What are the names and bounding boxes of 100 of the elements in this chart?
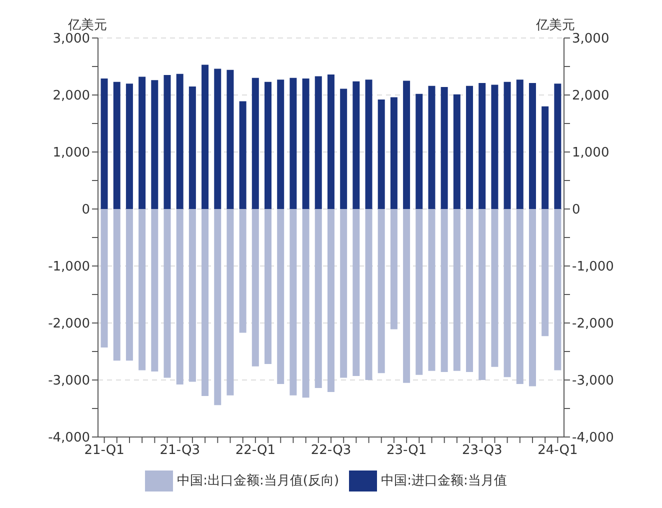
y2-tick-label: -4,000: [572, 430, 614, 446]
bar: [365, 209, 372, 380]
bar: [403, 80, 410, 209]
bar: [100, 78, 108, 209]
y-tick-label: 2,000: [52, 88, 90, 104]
bar: [226, 70, 234, 209]
x-tick-label: 22-Q3: [310, 443, 352, 458]
bar: [314, 76, 322, 209]
bar: [164, 209, 171, 378]
x-tick-label: 23-Q1: [386, 443, 427, 458]
bar: [416, 94, 423, 209]
y2-tick-label: 0: [572, 202, 580, 218]
y-axis-title: 亿美元: [68, 17, 107, 33]
bar: [277, 80, 284, 209]
y2-tick-label: 1,000: [572, 146, 610, 161]
bar: [478, 83, 486, 209]
bar: [302, 209, 310, 398]
bar: [239, 101, 246, 209]
bar: [491, 84, 498, 209]
y-tick-label: -3,000: [48, 374, 90, 389]
bar: [100, 209, 108, 348]
bar: [440, 87, 448, 209]
bar: [428, 209, 436, 371]
bar: [504, 209, 511, 378]
bar: [277, 209, 284, 384]
bar: [214, 209, 222, 406]
bar: [340, 209, 348, 378]
bar: [202, 64, 209, 209]
bar: [528, 209, 536, 386]
bar: [478, 209, 486, 380]
bar: [188, 86, 196, 209]
x-tick-label: 21-Q1: [84, 443, 124, 458]
bar: [252, 78, 259, 209]
x-tick-label: 23-Q3: [462, 443, 502, 458]
bar: [138, 209, 146, 370]
bar: [440, 209, 448, 372]
bar: [264, 209, 272, 364]
bar: [126, 209, 133, 361]
y2-tick-label: 3,000: [572, 32, 610, 47]
bar: [428, 86, 436, 209]
bar: [113, 209, 120, 361]
y2-axis-title: 亿美元: [536, 17, 575, 33]
bar: [151, 80, 158, 209]
bar: [290, 209, 297, 396]
bar: [528, 83, 536, 209]
bar: [352, 81, 360, 209]
bar: [314, 209, 322, 388]
bar: [516, 80, 524, 209]
bar: [554, 209, 562, 370]
bar: [340, 88, 348, 209]
bar: [164, 75, 171, 209]
bar: [542, 209, 549, 336]
bar: [504, 82, 511, 209]
bar: [466, 209, 474, 372]
bar: [403, 209, 410, 383]
bar: [327, 209, 334, 392]
bar: [151, 209, 158, 372]
bar: [378, 100, 385, 209]
bar: [390, 97, 398, 209]
bar: [176, 74, 184, 209]
y-tick-label: 1,000: [52, 146, 90, 161]
bar: [352, 209, 360, 376]
bar: [239, 209, 246, 333]
x-tick-label: 21-Q3: [160, 443, 200, 458]
y2-tick-label: 2,000: [572, 88, 610, 104]
bar: [453, 209, 460, 371]
bar: [188, 209, 196, 382]
bar: [327, 74, 334, 209]
y2-tick-label: -2,000: [572, 316, 614, 332]
bar: [365, 80, 372, 209]
x-tick-label: 24-Q1: [538, 443, 578, 458]
bar: [416, 209, 423, 375]
bar: [554, 84, 562, 209]
bar: [176, 209, 184, 385]
bar: [214, 68, 222, 209]
bar: [378, 209, 385, 374]
bar: [542, 106, 549, 209]
y-tick-label: 3,000: [52, 32, 90, 47]
bar: [491, 209, 498, 367]
y-tick-label: 0: [82, 202, 90, 218]
bar: [516, 209, 524, 384]
bar: [390, 209, 398, 330]
bar: [202, 209, 209, 396]
bar: [113, 82, 120, 209]
y-tick-label: -2,000: [48, 316, 90, 332]
bar: [466, 86, 474, 209]
y2-tick-label: -3,000: [572, 374, 614, 389]
y-tick-label: -4,000: [48, 430, 90, 446]
bar: [453, 94, 460, 209]
bar: [252, 209, 259, 366]
bar: [226, 209, 234, 396]
bar: [264, 82, 272, 209]
bar: [302, 78, 310, 209]
x-tick-label: 22-Q1: [235, 443, 276, 458]
bar: [290, 78, 297, 209]
bar: [138, 76, 146, 209]
legend-label: 中国:进口金额:当月值: [381, 474, 507, 489]
legend-label: 中国:出口金额:当月值(反向): [177, 474, 340, 489]
y-tick-label: -1,000: [48, 260, 90, 275]
bar: [126, 84, 133, 209]
